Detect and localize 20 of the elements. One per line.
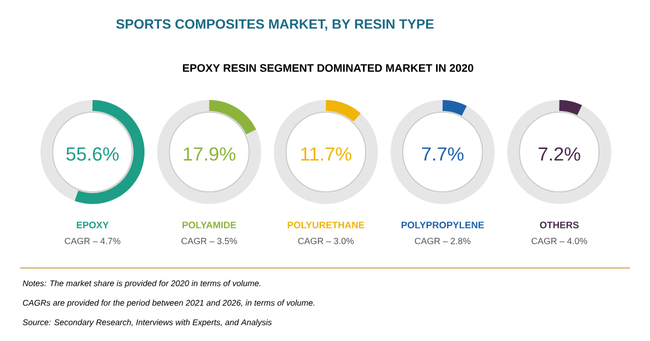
category-label: POLYAMIDE — [182, 222, 236, 228]
text: SPORTS COMPOSITES MARKET, BY RESIN TYPE — [116, 19, 434, 31]
category-label: OTHERS — [540, 222, 579, 228]
source-note: Source: Secondary Research, Interviews with Experts, and Analysis — [22, 319, 272, 327]
category-label: POLYPROPYLENE — [402, 222, 484, 228]
text: CAGR – 2.8% — [414, 238, 470, 244]
data-label: 7.7% — [422, 147, 464, 161]
category-label: POLYURETHANE — [288, 222, 364, 228]
text: CAGR – 4.0% — [532, 238, 588, 244]
text: CAGR – 4.7% — [64, 238, 120, 244]
text: Notes: The market share is provided for 2020 in terms of volume. — [22, 280, 260, 288]
data-label: 17.9% — [184, 147, 236, 161]
data-label: 11.7% — [301, 147, 352, 161]
data-label: 7.2% — [538, 147, 580, 161]
text: CAGRs are provided for the period between 2021 and 2026, in terms of volume. — [22, 300, 314, 308]
data-label: 55.6% — [66, 147, 119, 161]
text: CAGR – 3.0% — [298, 238, 354, 244]
text: CAGR – 3.5% — [181, 238, 238, 244]
text: EPOXY RESIN SEGMENT DOMINATED MARKET IN 2020 — [182, 64, 474, 72]
category-label: EPOXY — [76, 222, 109, 228]
